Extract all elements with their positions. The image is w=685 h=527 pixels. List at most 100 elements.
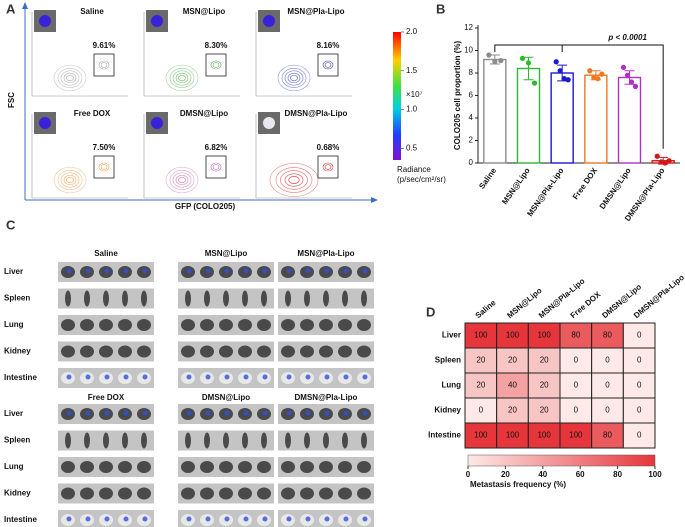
inset-signal bbox=[151, 15, 163, 27]
x-tick-label: DMSN@Lipo bbox=[598, 166, 633, 211]
contour bbox=[277, 64, 311, 92]
heatmap-cell bbox=[527, 322, 561, 349]
plot-title: DMSN@Pla-Lipo bbox=[285, 109, 348, 118]
organ-signal bbox=[343, 410, 349, 416]
organ bbox=[219, 319, 233, 331]
data-point bbox=[486, 52, 492, 58]
data-point bbox=[628, 79, 635, 85]
colorbar-tick-label: 2.0 bbox=[406, 27, 418, 36]
organ bbox=[219, 345, 233, 358]
data-point bbox=[557, 68, 563, 74]
heatmap-cell bbox=[464, 422, 498, 449]
cell-value: 0 bbox=[605, 406, 610, 415]
organ-signal bbox=[324, 410, 330, 416]
data-point bbox=[565, 77, 571, 83]
organ-signal bbox=[343, 374, 349, 380]
data-point bbox=[531, 80, 538, 86]
organ bbox=[357, 461, 371, 473]
panel-label: B bbox=[436, 1, 445, 16]
organ-signal bbox=[286, 268, 292, 274]
contour bbox=[275, 167, 313, 193]
gate-percent: 0.68% bbox=[317, 143, 340, 152]
organ bbox=[61, 487, 75, 500]
group-title: DMSN@Lipo bbox=[202, 393, 250, 402]
gate-contour bbox=[98, 60, 110, 70]
organ-signal bbox=[362, 268, 368, 274]
organ bbox=[281, 345, 295, 358]
organ bbox=[285, 290, 291, 307]
contour bbox=[165, 166, 199, 194]
heatmap-cell bbox=[496, 397, 529, 424]
organ-signal bbox=[142, 374, 148, 380]
organ bbox=[300, 461, 314, 473]
bar bbox=[550, 72, 574, 164]
bar bbox=[617, 76, 642, 164]
organ-signal bbox=[262, 516, 268, 522]
bar bbox=[584, 74, 608, 164]
contour bbox=[63, 174, 77, 186]
cell-value: 0 bbox=[637, 406, 642, 415]
row-label: Intestine bbox=[428, 431, 461, 440]
gate-contour bbox=[324, 62, 332, 68]
data-point bbox=[553, 59, 559, 65]
organ-signal bbox=[224, 374, 230, 380]
organ-label: Liver bbox=[4, 409, 23, 418]
cell-value: 20 bbox=[476, 356, 485, 365]
organ-signal bbox=[224, 516, 230, 522]
organ bbox=[200, 319, 214, 331]
panel-label: C bbox=[6, 217, 16, 232]
gate-box bbox=[317, 53, 339, 77]
inset-signal bbox=[39, 15, 51, 27]
organ bbox=[338, 319, 352, 331]
organ-signal bbox=[85, 268, 91, 274]
organ-signal bbox=[186, 374, 192, 380]
column-label: Saline bbox=[474, 298, 498, 320]
contour bbox=[287, 72, 301, 84]
arrow-head bbox=[371, 197, 378, 203]
x-tick-label: MSN@Lipo bbox=[500, 166, 532, 206]
bar bbox=[483, 58, 507, 164]
gate-contour bbox=[210, 60, 222, 70]
organ-signal bbox=[85, 410, 91, 416]
organ-signal bbox=[324, 268, 330, 274]
organ bbox=[323, 432, 329, 449]
gate-contour bbox=[100, 164, 108, 170]
group-title: MSN@Lipo bbox=[205, 249, 248, 258]
colorbar-tick-label: 100 bbox=[648, 470, 662, 479]
organ bbox=[84, 290, 90, 307]
organ bbox=[80, 319, 94, 331]
heatmap-cell bbox=[622, 422, 656, 449]
organ bbox=[238, 487, 252, 500]
cell-value: 100 bbox=[506, 431, 520, 440]
contour bbox=[60, 70, 80, 86]
colorbar-exponent: ×10⁷ bbox=[406, 90, 423, 99]
contour bbox=[290, 74, 298, 82]
organ bbox=[118, 461, 132, 473]
organ-signal bbox=[243, 410, 249, 416]
gate-box bbox=[317, 155, 339, 179]
organ-signal bbox=[343, 516, 349, 522]
heatmap-cell bbox=[464, 372, 498, 399]
organ-signal bbox=[324, 374, 330, 380]
contour bbox=[280, 170, 308, 190]
organ-signal bbox=[66, 268, 72, 274]
significance-bracket bbox=[494, 44, 664, 149]
cell-value: 0 bbox=[637, 431, 642, 440]
row-label: Lung bbox=[441, 381, 461, 390]
organ bbox=[319, 345, 333, 358]
organ bbox=[219, 487, 233, 500]
heatmap-cell bbox=[527, 397, 561, 424]
organ bbox=[319, 319, 333, 331]
cell-value: 20 bbox=[540, 406, 549, 415]
contour bbox=[175, 72, 189, 84]
plot-title: MSN@Pla-Lipo bbox=[287, 7, 344, 16]
cell-value: 20 bbox=[508, 406, 517, 415]
contour bbox=[288, 176, 300, 184]
organ bbox=[261, 432, 267, 449]
organ bbox=[137, 461, 151, 473]
organ-signal bbox=[104, 516, 110, 522]
organ bbox=[99, 461, 113, 473]
row-label: Kidney bbox=[434, 406, 461, 415]
data-point bbox=[599, 71, 605, 77]
